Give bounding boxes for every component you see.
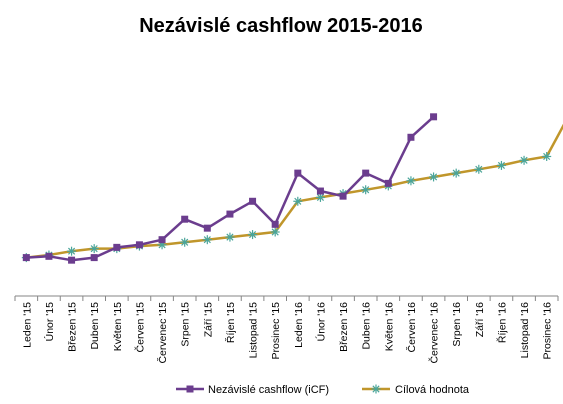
legend: Nezávislé cashflow (iCF) Cílová hodnota [176, 384, 470, 396]
target-point [496, 160, 506, 170]
x-tick-label: Listopad '16 [519, 302, 531, 358]
x-tick-label: Březen '15 [67, 302, 79, 352]
x-tick-label: Srpen '15 [180, 302, 192, 347]
x-tick-label: Prosinec '15 [270, 302, 282, 360]
legend-icf-marker [186, 385, 194, 393]
x-tick-label: Říjen '16 [495, 302, 508, 343]
target-point [474, 164, 484, 174]
x-axis-labels: Leden '15 Únor '15 Březen '15 Duben '15 Květ… [21, 302, 553, 364]
series-layer [21, 113, 563, 264]
icf-point [181, 215, 189, 223]
icf-point [45, 252, 53, 260]
icf-point [135, 241, 143, 249]
icf-point [294, 169, 302, 177]
x-tick-label: Duben '16 [361, 302, 373, 350]
series-target [21, 123, 563, 263]
x-tick-label: Květen '16 [383, 302, 395, 351]
icf-point [68, 256, 76, 264]
icf-point [113, 243, 121, 251]
x-axis-ticks [14, 296, 559, 301]
target-point [89, 244, 99, 254]
x-tick-label: Duben '15 [89, 302, 101, 350]
series-icf [22, 113, 438, 264]
target-line [26, 123, 563, 259]
chart-title: Nezávislé cashflow 2015-2016 [139, 15, 423, 37]
x-tick-label: Únor '15 [43, 302, 56, 342]
icf-point [407, 133, 415, 141]
target-point [519, 155, 529, 165]
x-tick-label: Červenec '15 [156, 302, 169, 364]
target-point [542, 151, 552, 161]
x-tick-label: Srpen '16 [451, 302, 463, 347]
icf-point [339, 192, 347, 200]
x-tick-label: Říjen '15 [224, 302, 237, 343]
legend-icf-label: Nezávislé cashflow (iCF) [208, 384, 329, 396]
x-tick-label: Červen '16 [405, 302, 418, 353]
x-tick-label: Červen '15 [133, 302, 146, 353]
legend-target-label: Cílová hodnota [395, 384, 470, 396]
x-tick-label: Červenec '16 [428, 302, 441, 364]
x-tick-label: Září '15 [202, 302, 214, 337]
icf-point [226, 210, 234, 218]
target-point [225, 232, 235, 242]
x-tick-label: Leden '15 [21, 302, 33, 348]
target-point [270, 227, 280, 237]
x-tick-label: Květen '15 [112, 302, 124, 351]
x-tick-label: Únor '16 [314, 302, 327, 342]
icf-point [384, 179, 392, 187]
icf-point [90, 254, 98, 262]
x-tick-label: Leden '16 [293, 302, 305, 348]
icf-point [203, 224, 211, 232]
target-point [67, 246, 77, 256]
icf-point [362, 169, 370, 177]
target-point [180, 237, 190, 247]
icf-point [158, 236, 166, 244]
target-point [429, 172, 439, 182]
x-tick-label: Září '16 [474, 302, 486, 337]
target-point [361, 185, 371, 195]
icf-point [22, 254, 30, 262]
icf-point [271, 220, 279, 228]
legend-target-marker [371, 384, 381, 394]
x-tick-label: Březen '16 [338, 302, 350, 352]
icf-point [430, 113, 438, 121]
target-point [451, 168, 461, 178]
target-point [248, 230, 258, 240]
icf-point [316, 187, 324, 195]
icf-point [249, 197, 257, 205]
x-tick-label: Prosinec '16 [542, 302, 554, 360]
x-tick-label: Listopad '15 [248, 302, 260, 358]
target-point [202, 235, 212, 245]
target-point [293, 196, 303, 206]
target-point [406, 176, 416, 186]
